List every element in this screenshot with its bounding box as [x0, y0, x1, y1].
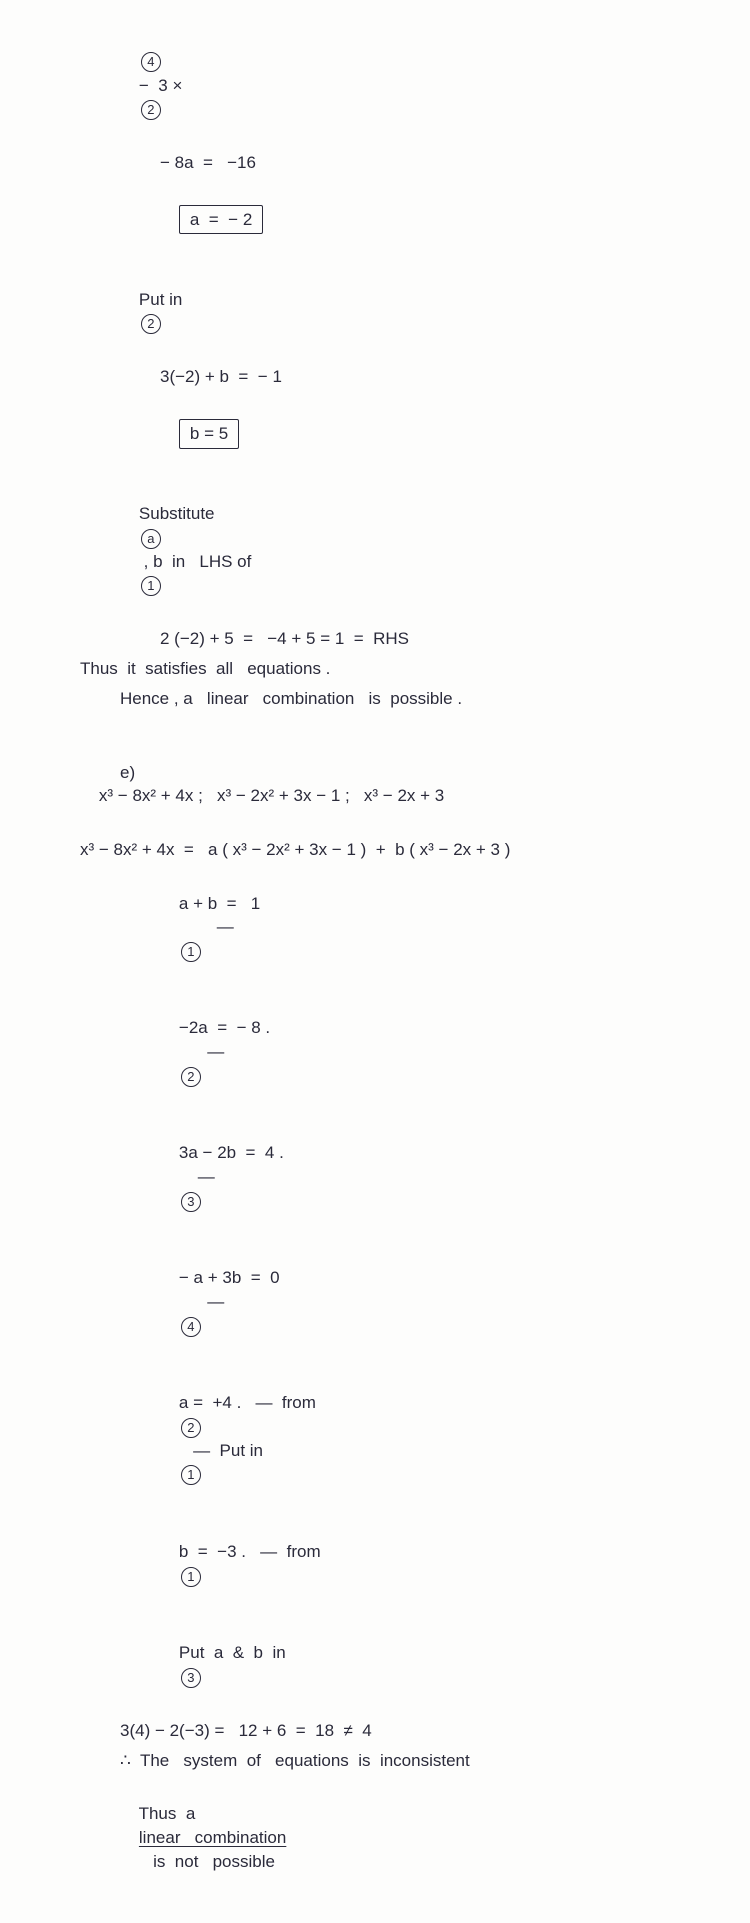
box-b: b = 5 [179, 419, 239, 449]
eq2-text: −2a = − 8 . [179, 1018, 270, 1037]
thus-satisfies: Thus it satisfies all equations . [80, 657, 710, 681]
concl2-c: is not possible [139, 1852, 275, 1871]
eq1-text: a + b = 1 [179, 894, 260, 913]
b-value-line: b = −3 . — from 1 [80, 1516, 710, 1611]
put-ab-in-3: Put a & b in 3 [80, 1618, 710, 1713]
dash: — [179, 1292, 224, 1311]
circled-a-icon: a [141, 529, 161, 549]
put-ab-text: Put a & b in [179, 1643, 295, 1662]
a-val-prefix: a = +4 . — from [179, 1393, 321, 1412]
put-in-2: Put in 2 [80, 264, 710, 359]
eq4-text: − a + 3b = 0 [179, 1268, 280, 1287]
a-val-mid: — Put in [179, 1441, 268, 1460]
circled-3-icon: 3 [181, 1668, 201, 1688]
circled-1-icon: 1 [181, 1567, 201, 1587]
a-value-line: a = +4 . — from 2 — Put in 1 [80, 1368, 710, 1511]
eq-neg8a: − 8a = −16 [80, 151, 710, 175]
part-e-header: e) x³ − 8x² + 4x ; x³ − 2x² + 3x − 1 ; x… [80, 737, 710, 832]
boxed-a-result: a = − 2 [80, 181, 710, 258]
spacer [80, 717, 710, 731]
conclusion-inconsistent: ∴ The system of equations is inconsisten… [80, 1749, 710, 1773]
circled-1-icon: 1 [181, 942, 201, 962]
lhs-check: 2 (−2) + 5 = −4 + 5 = 1 = RHS [80, 627, 710, 651]
hence-possible: Hence , a linear combination is possible… [80, 687, 710, 711]
put-in-text: Put in [139, 290, 187, 309]
step-text: − 3 × [139, 76, 182, 95]
circled-2-icon: 2 [141, 100, 161, 120]
circled-1-icon: 1 [181, 1465, 201, 1485]
substitute-line: Substitute a , b in LHS of 1 [80, 479, 710, 622]
part-e-label: e) [120, 761, 135, 785]
circled-1-icon: 1 [141, 576, 161, 596]
dash: — [179, 917, 234, 936]
b-val-prefix: b = −3 . — from [179, 1542, 325, 1561]
dash: — [179, 1042, 224, 1061]
circled-4-icon: 4 [181, 1317, 201, 1337]
box-a: a = − 2 [179, 205, 263, 235]
subst-prefix: Substitute [139, 504, 219, 523]
eq3-text: 3a − 2b = 4 . [179, 1143, 284, 1162]
linear-combo-setup: x³ − 8x² + 4x = a ( x³ − 2x² + 3x − 1 ) … [80, 838, 710, 862]
circled-2-icon: 2 [141, 314, 161, 334]
circled-2-icon: 2 [181, 1418, 201, 1438]
dash: — [179, 1167, 215, 1186]
eq2: −2a = − 8 . — 2 [80, 993, 710, 1112]
given-polys: x³ − 8x² + 4x ; x³ − 2x² + 3x − 1 ; x³ −… [99, 786, 444, 805]
circled-3-icon: 3 [181, 1192, 201, 1212]
boxed-b-result: b = 5 [80, 395, 710, 472]
eq1: a + b = 1 — 1 [80, 868, 710, 987]
concl2-b-underlined: linear combination [139, 1828, 286, 1847]
subst-mid: , b in LHS of [139, 552, 256, 571]
circled-4-icon: 4 [141, 52, 161, 72]
conclusion-not-possible: Thus a linear combination is not possibl… [80, 1778, 710, 1897]
eq4: − a + 3b = 0 — 4 [80, 1243, 710, 1362]
step-4-minus-3x2: 4 − 3 × 2 [80, 26, 710, 145]
check-eq3: 3(4) − 2(−3) = 12 + 6 = 18 ≠ 4 [80, 1719, 710, 1743]
eq3: 3a − 2b = 4 . — 3 [80, 1118, 710, 1237]
eq-3m2-plus-b: 3(−2) + b = − 1 [80, 365, 710, 389]
handwritten-math-page: 4 − 3 × 2 − 8a = −16 a = − 2 Put in 2 3(… [0, 0, 750, 1923]
circled-2-icon: 2 [181, 1067, 201, 1087]
concl2-a: Thus a [139, 1804, 215, 1823]
